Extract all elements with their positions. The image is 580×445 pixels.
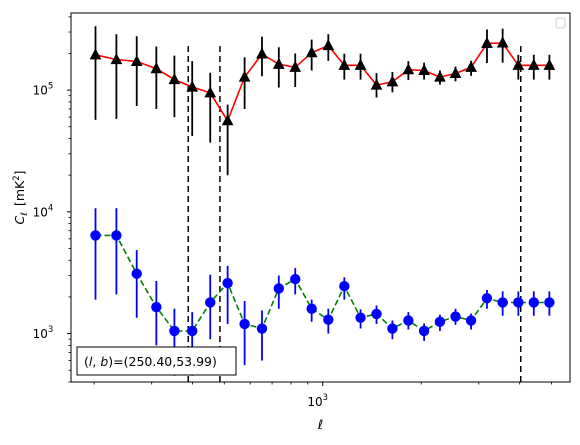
marker-upper-22 [465, 60, 477, 72]
y-tick-label-1: 104 [33, 203, 54, 219]
marker-upper-7 [221, 114, 234, 126]
marker-upper-8 [238, 70, 251, 82]
marker-upper-2 [130, 54, 143, 66]
marker-lower-21 [450, 311, 461, 322]
y-tick-label-base-1: 10 [33, 205, 48, 219]
marker-upper-23 [481, 36, 493, 48]
marker-lower-26 [528, 297, 540, 308]
marker-upper-13 [322, 39, 335, 51]
y-tick-label-base-2: 10 [33, 84, 48, 98]
annotation-prefix: ( [84, 354, 89, 369]
marker-upper-1 [110, 53, 123, 65]
plot-background [71, 13, 570, 382]
marker-lower-14 [339, 280, 350, 292]
marker-lower-11 [290, 273, 301, 285]
plot-area [71, 13, 570, 382]
legend-box [555, 17, 566, 29]
y-tick-label-base-0: 10 [33, 327, 48, 341]
annotation-box [76, 346, 237, 376]
marker-upper-27 [543, 58, 556, 70]
marker-upper-25 [512, 58, 525, 70]
marker-upper-11 [289, 60, 302, 72]
marker-lower-19 [418, 325, 430, 337]
marker-upper-10 [272, 57, 285, 69]
marker-upper-4 [168, 73, 181, 85]
series-line-lower [95, 234, 550, 332]
y-tick-label-2: 105 [33, 82, 54, 98]
y-axis-label-main: C [12, 216, 27, 225]
vertical-lines [187, 46, 522, 382]
annotation-sep: , [92, 354, 100, 369]
annotation-b: b [100, 354, 108, 369]
marker-upper-9 [256, 47, 268, 59]
x-tick-label-0: 103 [307, 393, 328, 409]
marker-upper-19 [418, 63, 430, 76]
marker-lower-0 [90, 230, 101, 241]
marker-upper-21 [449, 66, 462, 79]
marker-upper-24 [496, 36, 509, 48]
marker-lower-7 [222, 277, 233, 289]
marker-upper-15 [354, 58, 367, 70]
marker-lower-27 [544, 297, 555, 308]
marker-lower-9 [256, 323, 268, 334]
marker-lower-16 [371, 308, 382, 320]
marker-lower-24 [497, 297, 508, 308]
annotation-l: l [89, 354, 93, 369]
marker-upper-14 [338, 58, 351, 70]
marker-lower-10 [273, 283, 285, 294]
x-axis-label: ℓ [317, 418, 323, 433]
y-tick-label-exp-1: 4 [48, 203, 53, 213]
series-upper [89, 26, 556, 176]
marker-upper-16 [370, 78, 383, 90]
marker-upper-18 [402, 63, 415, 75]
marker-lower-25 [513, 297, 524, 308]
axes-layer [67, 12, 571, 386]
series-layer [89, 26, 556, 376]
marker-upper-3 [150, 62, 163, 74]
y-axis-label: Cℓ [mK2] [12, 170, 30, 224]
marker-upper-26 [527, 58, 540, 70]
marker-upper-12 [305, 46, 318, 58]
x-tick-label-exp-0: 3 [323, 393, 328, 403]
marker-lower-22 [465, 315, 477, 326]
annotation-suffix: )=(250.40,53.99) [108, 354, 217, 369]
marker-upper-17 [386, 75, 399, 87]
marker-lower-20 [434, 316, 446, 327]
marker-lower-15 [355, 312, 366, 323]
y-tick-label-exp-0: 3 [48, 325, 53, 335]
marker-lower-6 [205, 297, 216, 308]
y-axis-label-sub: ℓ [20, 212, 30, 217]
marker-lower-12 [306, 303, 317, 314]
marker-lower-4 [169, 325, 180, 337]
marker-upper-6 [204, 86, 217, 98]
x-tick-label-base-0: 10 [307, 395, 322, 409]
y-axis-label-unit-sup: 2 [12, 175, 22, 180]
series-lower [90, 208, 555, 376]
marker-lower-23 [481, 293, 493, 304]
series-line-upper [95, 42, 550, 123]
y-tick-label-exp-2: 5 [48, 82, 53, 92]
marker-upper-0 [89, 48, 102, 60]
marker-lower-17 [387, 323, 398, 334]
marker-lower-2 [131, 268, 142, 279]
marker-lower-3 [151, 301, 162, 313]
y-tick-label-0: 103 [33, 325, 54, 341]
marker-lower-18 [403, 315, 414, 326]
y-axis-label-unit-post: ] [12, 170, 27, 175]
marker-lower-8 [239, 318, 250, 330]
marker-lower-5 [187, 325, 198, 337]
annotation-text: (l, b)=(250.40,53.99) [84, 354, 217, 369]
marker-upper-20 [434, 70, 446, 82]
marker-upper-5 [186, 80, 199, 92]
y-axis-label-unit-pre: [mK [12, 180, 27, 206]
marker-lower-13 [323, 314, 334, 325]
marker-lower-1 [111, 230, 122, 241]
axes-frame [70, 12, 571, 383]
